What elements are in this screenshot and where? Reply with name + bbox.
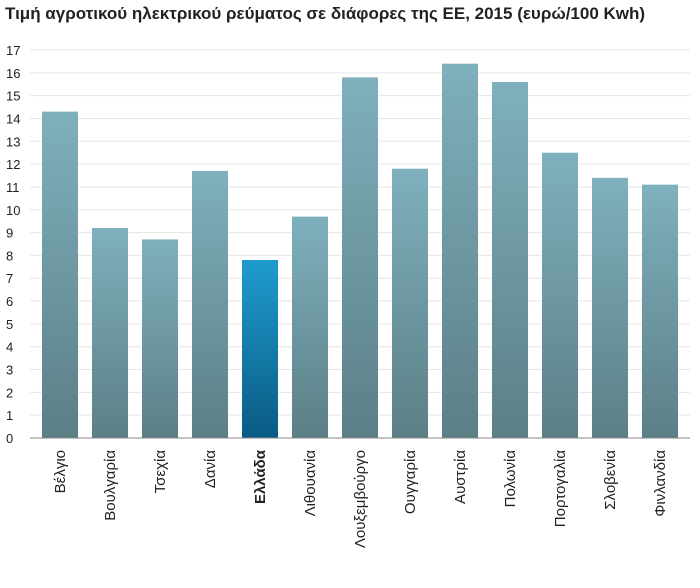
x-category-label: Σλοβενία	[602, 450, 619, 510]
bar	[142, 239, 178, 438]
y-tick-label: 11	[6, 180, 20, 195]
y-tick-label: 9	[6, 226, 13, 241]
bar	[342, 77, 378, 438]
x-category-label: Πορτογαλία	[552, 450, 569, 528]
y-tick-label: 12	[6, 157, 20, 172]
y-tick-label: 2	[6, 385, 13, 400]
x-category-label: Βουλγαρία	[102, 450, 119, 521]
bar	[642, 184, 678, 438]
x-category-label: Ελλάδα	[252, 449, 269, 504]
y-tick-label: 5	[6, 317, 13, 332]
bar	[292, 216, 328, 438]
x-category-label: Πολωνία	[502, 450, 519, 508]
y-tick-label: 7	[6, 271, 13, 286]
x-category-label: Φινλανδία	[652, 450, 669, 517]
y-tick-label: 0	[6, 431, 13, 446]
x-category-label: Τσεχία	[152, 450, 169, 494]
x-category-label: Αυστρία	[452, 450, 469, 504]
bar	[42, 111, 78, 438]
bar-highlighted	[242, 259, 278, 438]
y-tick-label: 17	[6, 43, 20, 58]
bar	[92, 228, 128, 438]
y-tick-label: 1	[6, 408, 13, 423]
y-tick-label: 6	[6, 294, 13, 309]
y-tick-label: 13	[6, 134, 20, 149]
bar	[542, 152, 578, 439]
bar	[392, 168, 428, 438]
x-axis-labels: Βέλγιο Βουλγαρία Τσεχία Δανία Ελλάδα Λιθουανί…	[52, 449, 669, 548]
y-tick-label: 14	[6, 111, 20, 126]
x-category-label: Ουγγαρία	[402, 450, 419, 514]
y-tick-label: 8	[6, 248, 13, 263]
y-tick-label: 10	[6, 203, 20, 218]
bars	[42, 63, 678, 439]
x-category-label: Δανία	[202, 450, 219, 489]
bar	[192, 170, 228, 438]
y-tick-label: 3	[6, 363, 13, 378]
y-tick-label: 15	[6, 89, 20, 104]
x-category-label: Βέλγιο	[52, 450, 69, 493]
bar	[492, 81, 528, 438]
x-category-label: Λιθουανία	[302, 450, 319, 517]
y-tick-label: 16	[6, 66, 20, 81]
y-tick-label: 4	[6, 340, 13, 355]
bar	[592, 177, 628, 438]
bar	[442, 63, 478, 438]
chart-title: Τιμή αγροτικού ηλεκτρικού ρεύματος σε δι…	[5, 4, 646, 23]
x-category-label: Λουξεμβούργο	[352, 450, 369, 548]
